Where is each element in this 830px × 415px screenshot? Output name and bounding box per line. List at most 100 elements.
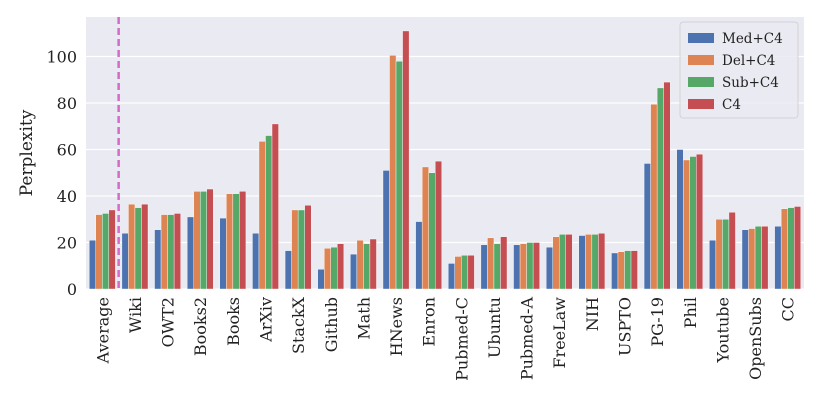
bar-del-c4-hnews bbox=[389, 55, 397, 290]
x-tick-label: OpenSubs bbox=[746, 297, 765, 380]
bar-del-c4-uspto bbox=[617, 251, 625, 290]
x-tick-label: OWT2 bbox=[159, 297, 178, 347]
x-tick-labels: Average Wiki OWT2 Books2 Books ArXiv StackX Git… bbox=[93, 296, 797, 380]
bar-sub-c4-pg-19 bbox=[656, 87, 664, 290]
bar-c4-owt2 bbox=[173, 213, 181, 290]
bar-del-c4-arxiv bbox=[258, 141, 266, 290]
bar-med-c4-pubmed-c bbox=[448, 263, 455, 290]
bar-c4-arxiv bbox=[271, 123, 279, 290]
bar-del-c4-enron bbox=[421, 166, 429, 290]
legend-label: Med+C4 bbox=[722, 31, 783, 47]
x-tick-label: Phil bbox=[681, 297, 700, 328]
x-tick-label: Books2 bbox=[191, 297, 210, 356]
bar-del-c4-wiki bbox=[128, 203, 136, 290]
y-tick-label: 40 bbox=[57, 187, 77, 206]
bar-c4-uspto bbox=[630, 250, 638, 290]
y-tick-label: 20 bbox=[57, 234, 77, 253]
bar-med-c4-freelaw bbox=[545, 246, 553, 290]
bar-med-c4-cc bbox=[774, 226, 782, 290]
bar-c4-enron bbox=[435, 160, 442, 290]
x-tick-label: USPTO bbox=[616, 297, 635, 356]
x-tick-label: Math bbox=[354, 297, 373, 340]
bar-med-c4-stackx bbox=[284, 250, 292, 290]
bar-med-c4-enron bbox=[415, 221, 423, 290]
bar-sub-c4-opensubs bbox=[754, 226, 762, 290]
bar-c4-ubuntu bbox=[500, 236, 508, 290]
bar-med-c4-owt2 bbox=[154, 229, 162, 290]
y-axis-title: Perplexity bbox=[17, 109, 37, 196]
x-tick-label: Books bbox=[224, 297, 243, 346]
x-tick-label: Pubmed-C bbox=[452, 297, 471, 381]
bar-c4-books bbox=[239, 191, 247, 290]
bar-sub-c4-average bbox=[102, 213, 110, 290]
bar-c4-pubmed-a bbox=[532, 242, 540, 290]
bar-del-c4-pg-19 bbox=[650, 103, 658, 290]
bar-c4-phil bbox=[696, 153, 704, 290]
x-tick-label: Pubmed-A bbox=[518, 297, 537, 381]
x-tick-label: FreeLaw bbox=[550, 297, 569, 369]
legend-swatch bbox=[688, 55, 714, 65]
bar-med-c4-phil bbox=[676, 149, 684, 290]
bar-del-c4-opensubs bbox=[748, 228, 756, 290]
x-tick-label: Ubuntu bbox=[485, 297, 504, 358]
bar-med-c4-math bbox=[350, 253, 358, 290]
bar-del-c4-phil bbox=[683, 159, 690, 290]
bar-del-c4-youtube bbox=[715, 219, 723, 290]
x-tick-label: Youtube bbox=[713, 297, 732, 364]
bar-del-c4-cc bbox=[780, 208, 788, 290]
y-tick-label: 60 bbox=[57, 141, 77, 160]
bar-sub-c4-stackx bbox=[297, 209, 305, 290]
bar-sub-c4-pubmed-a bbox=[526, 242, 534, 290]
bar-med-c4-opensubs bbox=[741, 229, 749, 290]
x-tick-label: HNews bbox=[387, 297, 406, 356]
bar-med-c4-uspto bbox=[611, 252, 619, 290]
x-tick-label: Enron bbox=[420, 297, 439, 347]
bar-sub-c4-math bbox=[363, 243, 371, 290]
bar-med-c4-books bbox=[219, 217, 227, 290]
legend-label: Del+C4 bbox=[722, 53, 775, 69]
bar-med-c4-github bbox=[317, 269, 325, 290]
x-tick-label: NIH bbox=[583, 297, 602, 331]
legend-swatch bbox=[688, 33, 714, 43]
bar-sub-c4-github bbox=[330, 246, 338, 290]
bar-med-c4-pg-19 bbox=[643, 163, 651, 290]
bar-med-c4-nih bbox=[578, 235, 586, 290]
legend-swatch bbox=[688, 77, 714, 87]
bar-c4-nih bbox=[598, 233, 606, 290]
bar-c4-youtube bbox=[728, 212, 736, 290]
bar-c4-github bbox=[337, 243, 345, 290]
bar-sub-c4-ubuntu bbox=[493, 243, 501, 290]
bar-c4-math bbox=[369, 238, 377, 290]
bar-c4-stackx bbox=[304, 205, 312, 290]
legend-label: C4 bbox=[722, 97, 741, 113]
x-tick-label: StackX bbox=[289, 296, 308, 354]
bar-del-c4-books bbox=[226, 193, 234, 290]
bar-c4-pg-19 bbox=[663, 81, 671, 290]
bar-med-c4-arxiv bbox=[252, 233, 260, 290]
bar-med-c4-books2 bbox=[186, 216, 194, 290]
bar-med-c4-hnews bbox=[382, 170, 390, 290]
bar-sub-c4-enron bbox=[428, 172, 436, 290]
bar-sub-c4-pubmed-c bbox=[461, 255, 469, 290]
bar-del-c4-ubuntu bbox=[487, 237, 495, 290]
bar-c4-average bbox=[108, 209, 116, 290]
bar-sub-c4-phil bbox=[689, 156, 697, 290]
bar-sub-c4-books bbox=[232, 193, 240, 290]
bar-del-c4-freelaw bbox=[552, 236, 560, 290]
bars bbox=[89, 30, 801, 290]
y-tick-label: 0 bbox=[67, 280, 77, 299]
bar-c4-pubmed-c bbox=[467, 255, 475, 290]
bar-sub-c4-arxiv bbox=[265, 135, 273, 290]
bar-c4-opensubs bbox=[761, 226, 769, 290]
bar-del-c4-github bbox=[324, 248, 331, 290]
y-tick-label: 80 bbox=[57, 94, 77, 113]
bar-sub-c4-youtube bbox=[722, 219, 730, 290]
bar-med-c4-youtube bbox=[709, 239, 717, 290]
bar-del-c4-pubmed-c bbox=[454, 256, 462, 290]
legend: Med+C4 Del+C4 Sub+C4 C4 bbox=[679, 21, 799, 119]
bar-del-c4-average bbox=[95, 214, 103, 290]
x-tick-label: ArXiv bbox=[257, 297, 276, 343]
bar-c4-freelaw bbox=[565, 234, 573, 290]
bar-med-c4-pubmed-a bbox=[513, 244, 521, 290]
